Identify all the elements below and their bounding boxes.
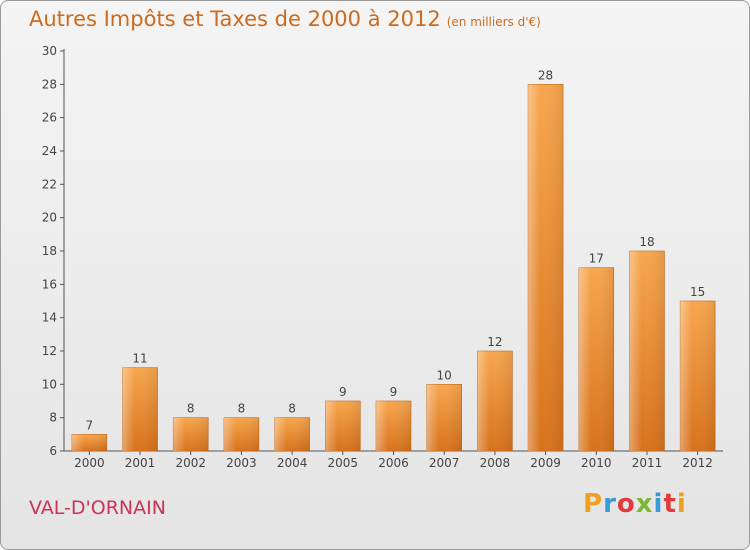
chart-unit: (en milliers d'€) [446, 15, 541, 29]
x-tick-label: 2010 [581, 456, 612, 470]
logo-letter: i [676, 489, 687, 519]
x-tick-label: 2005 [328, 456, 359, 470]
bar-shine [122, 367, 158, 451]
y-tick-label: 22 [42, 177, 57, 191]
y-tick-label: 12 [42, 344, 57, 358]
y-tick-label: 6 [49, 444, 57, 458]
y-tick-label: 10 [42, 377, 57, 391]
x-tick-label: 2000 [74, 456, 105, 470]
bar-shine [376, 401, 411, 451]
y-tick-label: 24 [42, 144, 57, 158]
data-label: 8 [288, 402, 296, 416]
bar-shine [223, 417, 259, 451]
bar-shine [71, 434, 107, 451]
data-label: 7 [86, 418, 94, 432]
y-tick-label: 8 [49, 411, 57, 425]
data-label: 18 [639, 235, 654, 249]
logo-letter: t [663, 489, 677, 519]
x-tick-label: 2003 [226, 456, 257, 470]
x-tick-label: 2002 [175, 456, 206, 470]
x-tick-label: 2009 [530, 456, 561, 470]
chart-title-text: Autres Impôts et Taxes de 2000 à 2012 [29, 7, 441, 31]
bar-shine [274, 417, 310, 451]
data-label: 10 [437, 368, 452, 382]
bar-shine [325, 401, 361, 451]
bar-shine [477, 351, 513, 451]
y-tick-label: 28 [42, 77, 57, 91]
data-label: 11 [132, 352, 147, 366]
x-tick-label: 2004 [277, 456, 308, 470]
bar-shine [528, 84, 564, 451]
x-tick-label: 2006 [378, 456, 409, 470]
data-label: 15 [690, 285, 705, 299]
x-tick-label: 2011 [632, 456, 663, 470]
logo-letter: P [583, 489, 604, 519]
bar-shine [426, 384, 462, 451]
bar-shine [680, 301, 716, 451]
data-label: 28 [538, 68, 553, 82]
data-label: 8 [187, 402, 195, 416]
y-tick-label: 16 [42, 277, 57, 291]
logo-letter: o [616, 489, 636, 519]
x-tick-label: 2012 [682, 456, 713, 470]
chart-data-labels: 7 11 8 8 8 9 9 10 12 28 17 18 15 [86, 68, 706, 432]
data-label: 9 [339, 385, 347, 399]
y-tick-label: 26 [42, 111, 57, 125]
y-tick-label: 14 [42, 311, 57, 325]
chart-bars [71, 84, 716, 452]
bar-shine [629, 251, 665, 451]
data-label: 9 [390, 385, 398, 399]
y-tick-label: 20 [42, 211, 57, 225]
commune-name: VAL-D'ORNAIN [29, 497, 166, 519]
y-tick-label: 18 [42, 244, 57, 258]
x-tick-label: 2001 [125, 456, 156, 470]
chart-axes: 6 8 10 12 14 16 18 20 22 24 26 28 30 2000 2001 2002 2003… [42, 44, 723, 470]
chart-title: Autres Impôts et Taxes de 2000 à 2012 (en… [29, 7, 541, 31]
proxiti-logo[interactable]: Proxiti [583, 489, 687, 519]
logo-letter: x [635, 489, 654, 519]
x-tick-label: 2007 [429, 456, 460, 470]
logo-letter: r [603, 489, 617, 519]
y-tick-label: 30 [42, 44, 57, 58]
bar-shine [173, 417, 209, 451]
bar-shine [578, 267, 614, 451]
data-label: 8 [238, 402, 246, 416]
x-tick-label: 2008 [480, 456, 511, 470]
data-label: 12 [487, 335, 502, 349]
data-label: 17 [589, 252, 604, 266]
logo-letter: i [653, 489, 664, 519]
